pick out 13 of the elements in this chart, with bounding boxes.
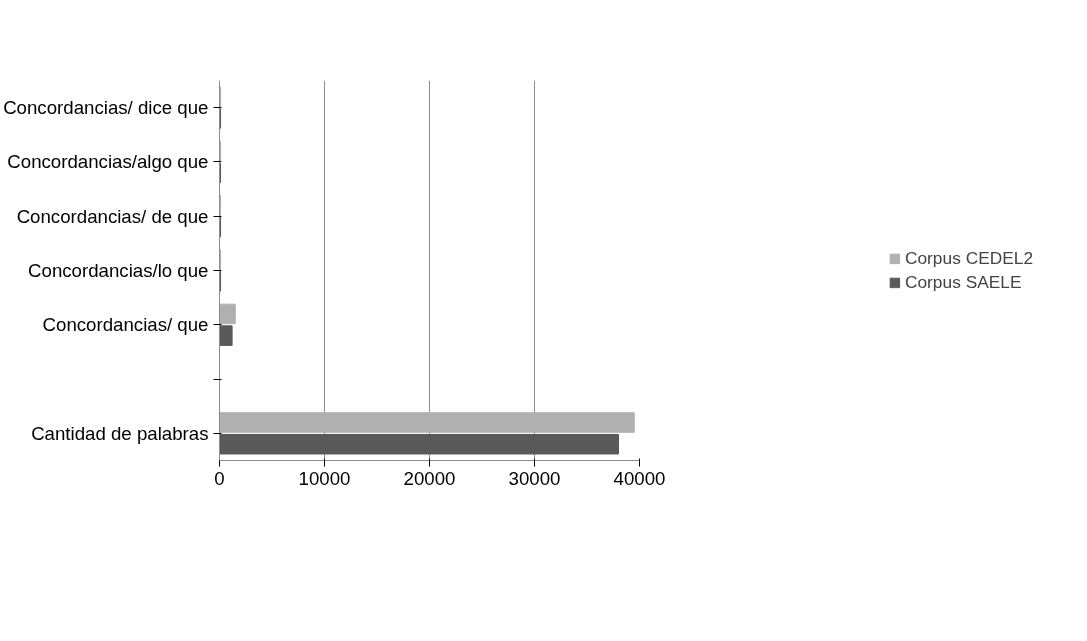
- y-tick-label: Concordancias/ dice que: [3, 97, 209, 119]
- y-tick-label: Concordancias/algo que: [7, 151, 209, 173]
- x-tick-label: 0: [214, 467, 225, 489]
- x-tick-label: 40000: [613, 467, 666, 489]
- x-tick-label: 10000: [298, 467, 351, 489]
- y-tick-label: Concordancias/lo que: [28, 260, 209, 281]
- y-tick-label: Concordancias/ que: [42, 314, 209, 336]
- y-tick-label: Concordancias/ de que: [16, 205, 209, 227]
- x-tick-label: 20000: [403, 467, 456, 489]
- y-tick-label: Cantidad de palabras: [31, 422, 209, 444]
- x-tick-label: 30000: [508, 467, 561, 489]
- legend-label: Corpus SAELE: [904, 271, 1022, 293]
- legend-label: Corpus CEDEL2: [904, 247, 1034, 269]
